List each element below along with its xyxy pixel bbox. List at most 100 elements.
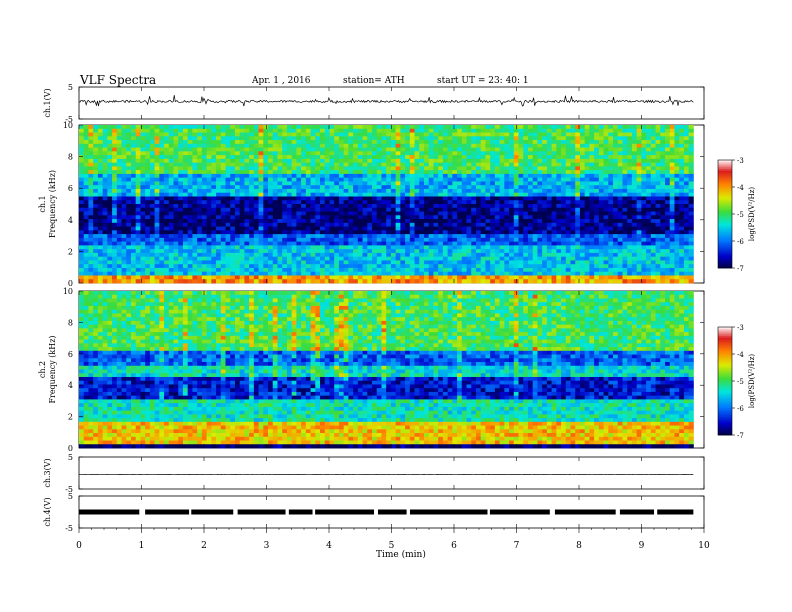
spectrogram-cell <box>310 264 316 269</box>
spectrogram-cell <box>149 226 156 231</box>
spectrogram-cell <box>395 279 401 284</box>
spectrogram-cell <box>589 252 595 258</box>
spectrogram-cell <box>608 222 614 227</box>
spectrogram-cell <box>230 267 236 273</box>
spectrogram-cell <box>164 173 170 179</box>
spectrogram-cell <box>263 188 269 194</box>
spectrogram-cell <box>424 215 430 220</box>
spectrogram-cell <box>428 128 434 133</box>
spectrogram-cell <box>419 249 425 254</box>
spectrogram-cell <box>570 170 576 175</box>
spectrogram-cell <box>395 158 401 164</box>
spectrogram-cell <box>305 211 311 216</box>
spectrogram-cell <box>220 136 226 141</box>
spectrogram-cell <box>471 219 477 224</box>
spectrogram-cell <box>357 125 363 130</box>
spectrogram-cell <box>504 140 510 145</box>
spectrogram-cell <box>220 267 226 273</box>
spectrogram-cell <box>631 143 638 148</box>
spectrogram-cell <box>234 256 241 261</box>
spectrogram-cell <box>159 181 165 186</box>
spectrogram-cell <box>149 260 156 265</box>
spectrogram-cell <box>636 185 642 190</box>
spectrogram-cell <box>225 234 231 239</box>
spectrogram-cell <box>291 204 297 209</box>
spectrogram-cell <box>140 279 146 284</box>
spectrogram-cell <box>504 226 510 231</box>
spectrogram-cell <box>579 271 586 276</box>
spectrogram-cell <box>206 264 212 269</box>
spectrogram-cell <box>301 260 307 265</box>
spectrogram-cell <box>206 219 212 224</box>
spectrogram-cell <box>220 192 226 197</box>
spectrogram-cell <box>140 267 146 273</box>
spectrogram-cell <box>542 147 548 152</box>
spectrogram-cell <box>79 173 85 179</box>
spectrogram-cell <box>102 192 108 197</box>
spectrogram-cell <box>234 234 241 239</box>
spectrogram-cell <box>504 256 510 261</box>
spectrogram-cell <box>608 204 614 209</box>
spectrogram-cell <box>523 125 529 130</box>
spectrogram-cell <box>93 132 99 137</box>
spectrogram-cell <box>608 143 614 148</box>
spectrogram-cell <box>230 252 236 258</box>
spectrogram-cell <box>102 245 108 250</box>
spectrogram-cell <box>490 241 496 246</box>
spectrogram-cell <box>83 166 89 171</box>
spectrogram-cell <box>542 256 548 261</box>
spectrogram-cell <box>164 279 170 284</box>
spectrogram-cell <box>537 230 543 235</box>
spectrogram-cell <box>627 256 633 261</box>
spectrogram-cell <box>173 230 179 235</box>
spectrogram-cell <box>220 252 226 258</box>
spectrogram-cell <box>338 128 345 133</box>
spectrogram-cell <box>159 200 165 205</box>
spectrogram-cell <box>168 162 174 167</box>
spectrogram-cell <box>296 143 302 148</box>
spectrogram-cell <box>395 181 401 186</box>
spectrogram-cell <box>362 173 368 179</box>
spectrogram-cell <box>424 207 430 212</box>
spectrogram-cell <box>286 125 293 130</box>
spectrogram-cell <box>490 147 496 152</box>
spectrogram-cell <box>353 222 359 227</box>
spectrogram-cell <box>466 222 472 227</box>
spectrogram-cell <box>594 147 600 152</box>
spectrogram-cell <box>220 215 226 220</box>
spectrogram-cell <box>178 147 184 152</box>
spectrogram-cell <box>627 219 633 224</box>
spectrogram-cell <box>414 237 420 243</box>
spectrogram-cell <box>97 128 104 133</box>
spectrogram-cell <box>461 147 467 152</box>
spectrogram-cell <box>239 140 245 145</box>
spectrogram-cell <box>164 219 170 224</box>
spectrogram-cell <box>268 271 274 276</box>
spectrogram-cell <box>102 256 108 261</box>
spectrogram-cell <box>286 170 293 175</box>
spectrogram-cell <box>343 125 349 130</box>
spectrogram-cell <box>182 136 189 141</box>
spectrogram-cell <box>362 226 368 231</box>
spectrogram-cell <box>121 279 127 284</box>
spectrogram-cell <box>542 271 548 276</box>
spectrogram-cell <box>598 177 604 182</box>
spectrogram-cell <box>329 188 335 194</box>
spectrogram-cell <box>518 256 524 261</box>
spectrogram-cell <box>386 207 392 212</box>
spectrogram-cell <box>249 241 255 246</box>
spectrogram-cell <box>457 192 463 197</box>
spectrogram-cell <box>603 249 609 254</box>
spectrogram-cell <box>537 211 543 216</box>
spectrogram-cell <box>367 147 373 152</box>
spectrogram-cell <box>542 143 548 148</box>
spectrogram-cell <box>93 271 99 276</box>
spectrogram-cell <box>504 158 510 164</box>
spectrogram-cell <box>126 279 132 284</box>
spectrogram-cell <box>518 132 524 137</box>
spectrogram-cell <box>490 234 496 239</box>
spectrogram-cell <box>97 252 104 258</box>
spectrogram-cell <box>433 181 439 186</box>
spectrogram-cell <box>504 181 510 186</box>
spectrogram-cell <box>338 162 345 167</box>
